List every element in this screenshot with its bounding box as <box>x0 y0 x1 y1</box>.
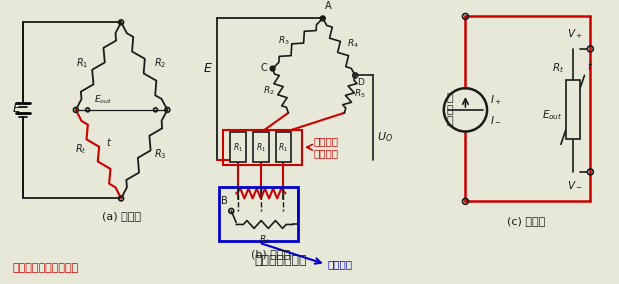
Text: $t$: $t$ <box>106 136 113 148</box>
Text: $R_3$: $R_3$ <box>154 147 167 161</box>
Text: C: C <box>261 62 267 73</box>
Text: B: B <box>220 196 227 206</box>
Text: $R_t$: $R_t$ <box>75 142 87 156</box>
Text: $E_{out}$: $E_{out}$ <box>93 93 112 106</box>
Text: 恒
流
源: 恒 流 源 <box>447 93 454 126</box>
Bar <box>275 133 292 162</box>
Text: $R_3$: $R_3$ <box>278 34 290 47</box>
Circle shape <box>270 66 275 71</box>
Text: $R_1$: $R_1$ <box>76 56 89 70</box>
Text: $R_1$: $R_1$ <box>256 141 266 154</box>
Circle shape <box>320 16 325 21</box>
Text: $V_+$: $V_+$ <box>566 27 582 41</box>
Bar <box>230 133 246 162</box>
Bar <box>223 130 302 165</box>
Text: A: A <box>325 1 331 11</box>
Text: $R_t$: $R_t$ <box>552 62 564 76</box>
Text: $t$: $t$ <box>587 60 594 72</box>
Text: D: D <box>357 78 364 87</box>
Bar <box>566 80 579 139</box>
Text: (b) 三线制: (b) 三线制 <box>251 249 290 260</box>
Bar <box>253 133 269 162</box>
Text: $R_1$: $R_1$ <box>233 141 243 154</box>
Text: 表示外接
导线电阻: 表示外接 导线电阻 <box>314 136 339 158</box>
Text: 热电阻体: 热电阻体 <box>327 259 353 269</box>
Text: $R_2$: $R_2$ <box>263 84 275 97</box>
Text: (c) 四线制: (c) 四线制 <box>508 216 545 226</box>
Text: $R_1$: $R_1$ <box>279 141 288 154</box>
Text: $I_+$: $I_+$ <box>490 93 502 107</box>
Text: $R_5$: $R_5$ <box>354 88 366 100</box>
Text: E: E <box>13 102 21 115</box>
Text: E: E <box>204 62 212 75</box>
Text: $R_2$: $R_2$ <box>154 56 167 70</box>
Text: $U_O$: $U_O$ <box>377 131 393 144</box>
Text: (a) 二线制: (a) 二线制 <box>102 211 141 221</box>
Text: $R_4$: $R_4$ <box>347 38 359 50</box>
Text: $E_{out}$: $E_{out}$ <box>542 108 563 122</box>
Text: 图中红色线即为外接线: 图中红色线即为外接线 <box>13 263 79 273</box>
Text: 热电阻接线方式: 热电阻接线方式 <box>254 254 307 267</box>
Text: $R_t$: $R_t$ <box>259 233 271 246</box>
Bar <box>220 187 298 241</box>
Text: $I_-$: $I_-$ <box>490 115 502 125</box>
Text: $V_-$: $V_-$ <box>566 180 582 190</box>
